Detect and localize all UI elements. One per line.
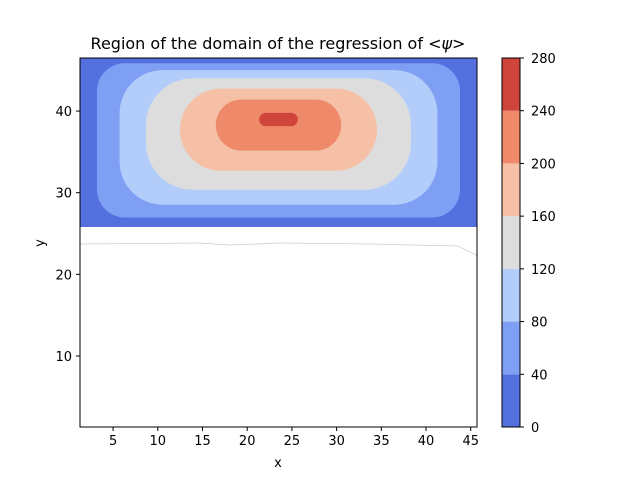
colorbar-tick-label: 80 [531,316,548,331]
x-tick-label: 10 [150,434,167,449]
chart-title-symbol: <ψ> [428,34,465,53]
x-tick-label: 35 [373,434,390,449]
colorbar-segment-3 [502,216,520,269]
x-tick-label: 30 [328,434,345,449]
colorbar-segment-4 [502,163,520,217]
y-axis: 10 20 30 40 [55,105,80,365]
colorbar-segment-6 [502,58,520,111]
colorbar-tick-label: 120 [531,263,556,278]
x-tick-label: 40 [418,434,435,449]
colorbar-segment-5 [502,110,520,164]
y-axis-label: y [33,239,48,247]
x-tick-label: 20 [239,434,256,449]
chart-title-text: Region of the domain of the regression o… [91,34,424,53]
colorbar: 0 40 80 120 160 200 240 280 [501,52,556,436]
chart-title: Region of the domain of the regression o… [91,34,466,53]
contour-plot-area [79,57,479,428]
colorbar-tick-label: 280 [531,52,556,67]
x-tick-label: 5 [109,434,117,449]
x-axis-label: x [274,456,282,471]
y-tick-label: 40 [55,105,72,120]
contour-bands [80,58,477,227]
x-tick-label: 25 [284,434,301,449]
colorbar-frame [501,57,521,428]
x-tick-label: 15 [194,434,211,449]
colorbar-tick-label: 240 [531,105,556,120]
colorbar-segment-0 [502,374,520,427]
contour-band-6 [259,112,298,127]
y-tick-label: 30 [55,187,72,202]
colorbar-segment-1 [502,321,520,375]
x-axis: 5 10 15 20 25 30 35 40 45 [109,427,479,449]
colorbar-segment-2 [502,268,520,322]
colorbar-tick-label: 200 [531,157,556,172]
colorbar-tick-label: 0 [531,421,539,436]
region-boundary-line [79,242,479,257]
plot-frame [79,57,478,428]
y-tick-label: 10 [55,350,72,365]
x-tick-label: 45 [462,434,479,449]
colorbar-tick-label: 160 [531,210,556,225]
colorbar-tick-label: 40 [531,368,548,383]
y-tick-label: 20 [55,268,72,283]
